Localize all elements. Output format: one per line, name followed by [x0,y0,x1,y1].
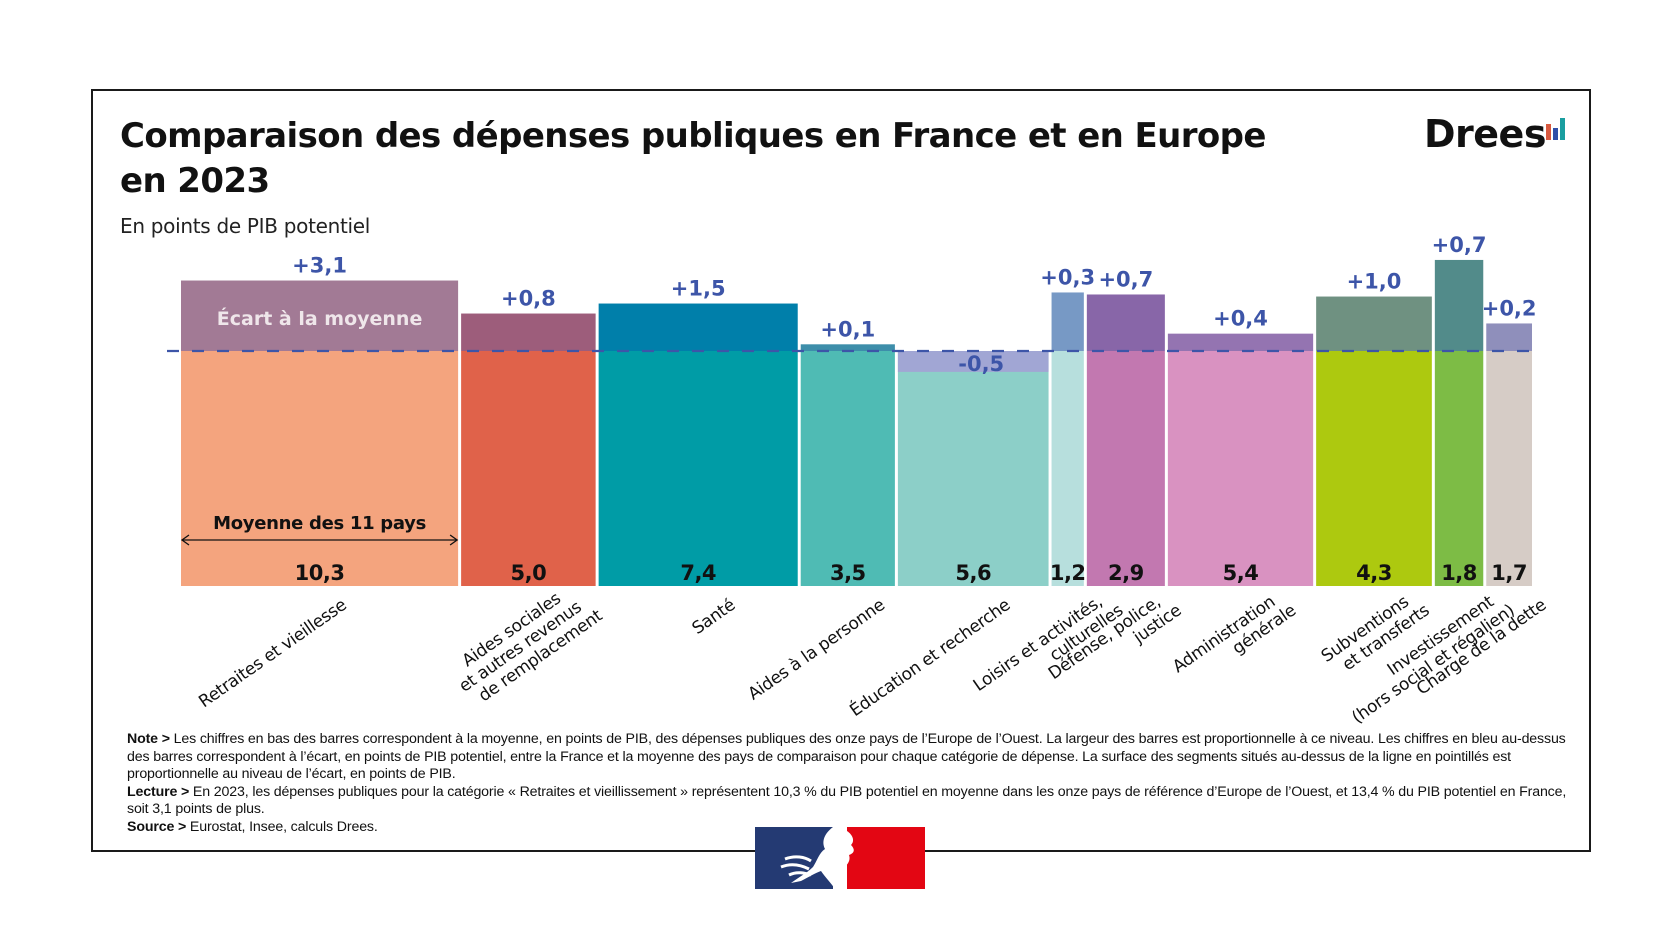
gap-value-label: +3,1 [292,254,347,278]
average-bar [181,351,459,586]
average-value-label: 5,6 [955,561,991,585]
gap-value-label: +0,4 [1213,307,1268,331]
drees-logo-text: Drees [1424,112,1546,156]
chart-title: Comparaison des dépenses publiques en Fr… [120,114,1320,204]
republique-francaise-logo [755,827,925,889]
chart-title-line2: en 2023 [120,161,270,201]
gap-segment [1434,259,1484,351]
average-value-label: 10,3 [295,561,345,585]
bar-chart-icon [1546,116,1570,140]
arrow-head-left-icon [180,534,190,546]
average-value-label: 7,4 [680,561,716,585]
gap-value-label: +0,7 [1098,267,1153,291]
gap-segment [1486,323,1532,351]
gap-segment-negative [897,351,1049,372]
gap-segment [1167,333,1314,351]
gap-segment [1086,294,1165,351]
average-bar [1316,351,1432,586]
category-label: Aides à la personne [744,595,888,704]
average-value-label: 1,2 [1050,561,1086,585]
average-bar [1434,351,1484,586]
chart-subtitle: En points de PIB potentiel [120,214,371,238]
category-label: Santé [689,595,739,639]
drees-logo: Drees [1424,112,1565,156]
expense-chart: +3,1 10,3 Retraites et vieillesse +0,8 5,0 Ai… [167,233,1550,728]
gap-value-label: +1,5 [671,277,726,301]
gap-segment [181,280,459,351]
source-paragraph: Source > Eurostat, Insee, calculs Drees. [127,818,378,835]
gap-value-label: +0,8 [501,287,556,311]
gap-value-label: -0,5 [958,352,1004,376]
gap-segment [1051,292,1084,351]
average-bar [1167,351,1314,586]
average-value-label: 2,9 [1108,561,1144,585]
gap-segment [461,313,596,351]
average-bar [461,351,596,586]
average-bar [1051,351,1084,586]
average-value-label: 1,8 [1441,561,1477,585]
category-label: Retraites et vieillesse [195,595,350,712]
average-value-label: 3,5 [830,561,866,585]
note-paragraph: Note > Les chiffres en bas des barres co… [127,731,1566,783]
average-bar [897,351,1049,586]
gap-segment [598,303,798,351]
average-value-label: 1,7 [1491,561,1527,585]
average-bar [1086,351,1165,586]
chart-title-line1: Comparaison des dépenses publiques en Fr… [120,116,1266,156]
lecture-paragraph: Lecture > En 2023, les dépenses publique… [127,783,1567,818]
average-value-label: 4,3 [1356,561,1392,585]
gap-value-label: +1,0 [1347,270,1402,294]
arrow-head-right-icon [449,534,459,546]
gap-value-label: +0,3 [1040,265,1095,289]
gap-value-label: +0,1 [820,317,875,341]
average-bar [598,351,798,586]
category-label-line: Retraites et vieillesse [195,595,350,712]
gap-segment [1316,296,1432,351]
average-bar [800,351,895,586]
chart-notes: Note > Les chiffres en bas des barres co… [127,731,1567,837]
category-label-line: Santé [689,595,739,639]
category-label-line: Aides à la personne [744,595,888,704]
gap-annotation-label: Écart à la moyenne [217,307,423,330]
average-value-label: 5,4 [1223,561,1259,585]
gap-value-label: +0,7 [1432,233,1487,257]
average-value-label: 5,0 [511,561,547,585]
gap-value-label: +0,2 [1482,296,1537,320]
average-annotation-label: Moyenne des 11 pays [213,513,426,534]
average-bar [1486,351,1532,586]
gap-segment [800,344,895,351]
